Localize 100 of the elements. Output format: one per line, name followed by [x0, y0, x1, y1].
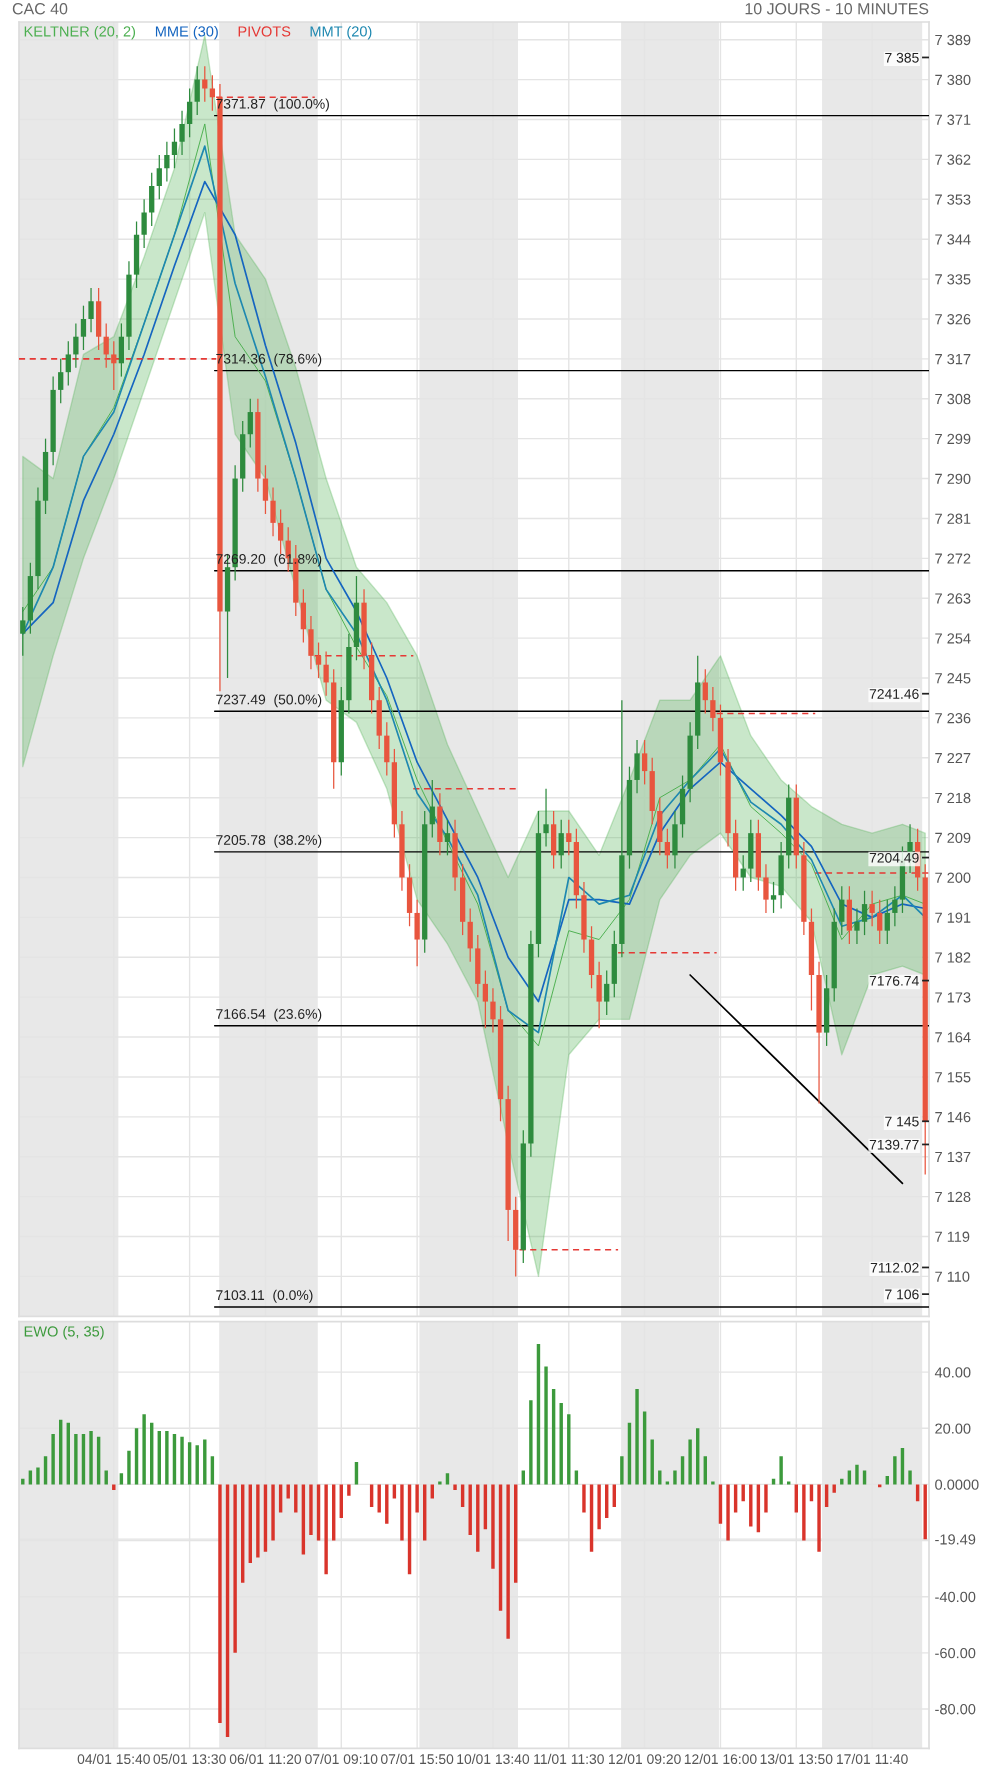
y-tick-label: 7 308	[935, 393, 971, 405]
candlestick	[270, 486, 276, 537]
candlestick	[88, 287, 94, 333]
text: PIVOTS	[238, 26, 291, 37]
candlestick	[892, 885, 898, 927]
text: MMT (20)	[310, 25, 372, 40]
y-tick-label: 7 227	[935, 752, 971, 764]
y-tick-label: 7 245	[935, 673, 971, 684]
bar	[415, 1484, 419, 1513]
candlestick	[171, 127, 178, 169]
x-tick-label: 05/01 13:30	[153, 1753, 226, 1765]
candlestick	[111, 340, 117, 391]
x-tick-label: 12/01 16:00	[684, 1753, 757, 1765]
bar	[385, 1484, 389, 1524]
y-tick-label: 7 371	[935, 114, 971, 125]
candlestick	[65, 340, 71, 387]
bar	[506, 1484, 510, 1639]
bar	[347, 1484, 351, 1496]
candlestick	[763, 863, 769, 914]
bar	[453, 1484, 457, 1491]
y-tick-label: 40.00	[934, 1367, 971, 1378]
candlestick	[323, 650, 329, 697]
bar	[74, 1433, 78, 1485]
bar	[764, 1484, 768, 1513]
candlestick	[854, 907, 860, 945]
y-tick-label: 7 155	[935, 1072, 971, 1083]
bar	[233, 1484, 237, 1653]
candlestick	[164, 141, 170, 183]
candlestick	[482, 969, 489, 1029]
candlestick	[839, 885, 845, 936]
text: KELTNER (20, 2)	[24, 25, 136, 40]
candlestick	[558, 819, 564, 870]
candlestick	[315, 641, 322, 679]
bar	[180, 1436, 184, 1485]
ref-line-label: 7205.78 (38.2%)	[216, 834, 322, 848]
bar	[36, 1467, 40, 1485]
x-tick-label: 10/01 13:40	[457, 1753, 530, 1765]
bar	[89, 1431, 93, 1485]
y-tick-label: -60.00	[935, 1647, 976, 1659]
chart-subtitle: 10 JOURS - 10 MINUTES	[745, 3, 929, 15]
bar	[612, 1484, 616, 1507]
bar	[460, 1484, 465, 1507]
ref-line-label: 7237.49 (50.0%)	[216, 694, 322, 708]
y-tick-label: 7 236	[935, 713, 971, 724]
candlestick	[73, 322, 79, 369]
candlestick	[770, 881, 777, 914]
x-tick-label: 17/01 11:40	[837, 1753, 908, 1765]
x-tick-label: 04/01 15:40	[77, 1753, 150, 1765]
bar	[726, 1484, 730, 1541]
y-tick-label: 7 209	[935, 832, 971, 844]
bar	[878, 1484, 882, 1488]
bar	[400, 1484, 404, 1541]
bar	[908, 1470, 912, 1485]
bar	[673, 1470, 677, 1485]
bar	[893, 1456, 897, 1485]
candlestick	[702, 668, 708, 715]
x-tick-label: 07/01 09:10	[305, 1753, 378, 1765]
candlestick	[103, 322, 109, 369]
bar	[218, 1484, 222, 1724]
bar	[142, 1414, 146, 1485]
candlestick	[444, 819, 451, 856]
y-tick-label: 7 389	[935, 34, 971, 46]
y-tick-label: 7 173	[935, 992, 971, 1003]
bar	[635, 1389, 639, 1485]
y2-tick-label: 7 145	[885, 1116, 919, 1127]
y-tick-label: 7 146	[935, 1111, 971, 1123]
x-tick-label: 13/01 13:50	[760, 1753, 833, 1765]
bar	[369, 1484, 374, 1507]
y-tick-label: 0.0000	[935, 1479, 979, 1490]
y2-tick-label: 7139.77	[869, 1139, 919, 1150]
x-tick-label: 11/01 11:30	[534, 1753, 604, 1765]
bar	[51, 1433, 55, 1485]
candlestick	[869, 890, 875, 927]
bar	[824, 1484, 829, 1507]
y-tick-label: 7 281	[935, 513, 971, 524]
y2-tick-label: 7112.02	[870, 1262, 919, 1273]
bar	[309, 1484, 313, 1535]
candlestick	[641, 739, 648, 786]
bar	[582, 1484, 586, 1513]
candlestick	[186, 87, 193, 138]
y-tick-label: 7 254	[935, 633, 971, 644]
y-tick-label: -40.00	[935, 1591, 976, 1603]
y2-tick-label: 7241.46	[869, 689, 919, 699]
candlestick	[664, 828, 671, 870]
candlestick	[194, 65, 200, 116]
y-tick-label: -19.49	[935, 1534, 976, 1545]
candlestick	[604, 969, 610, 1016]
bar	[802, 1484, 806, 1541]
candlestick	[429, 779, 435, 839]
bar	[324, 1484, 328, 1575]
text: MME (30)	[155, 25, 218, 40]
chart-title: EWO (5, 35)	[24, 1325, 104, 1340]
bar	[749, 1484, 753, 1527]
x-tick-label: 06/01 11:20	[229, 1753, 302, 1765]
candlestick	[262, 464, 269, 515]
y-tick-label: -80.00	[935, 1704, 976, 1715]
bar	[832, 1484, 836, 1493]
y-tick-label: 7 119	[935, 1231, 970, 1242]
y-tick-label: 7 263	[935, 593, 971, 604]
y-tick-label: 7 344	[935, 234, 971, 245]
